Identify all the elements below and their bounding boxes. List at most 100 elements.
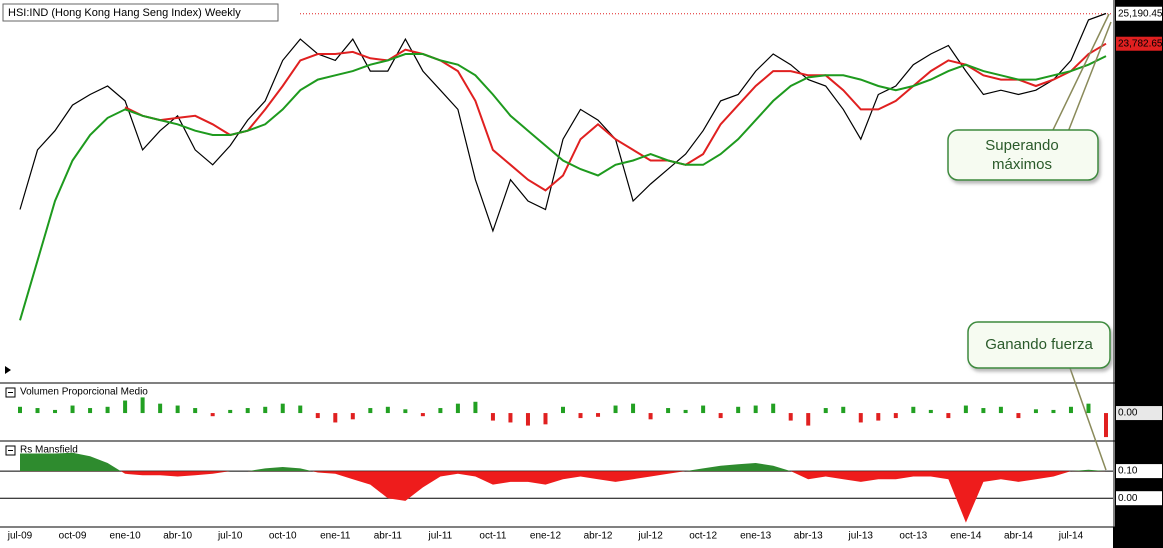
volume-bar bbox=[596, 413, 601, 417]
pane-title: Rs Mansfield bbox=[20, 445, 78, 456]
volume-bar bbox=[88, 408, 93, 414]
x-tick-label: jul-11 bbox=[428, 531, 453, 542]
volume-bar bbox=[823, 408, 828, 414]
volume-bar bbox=[963, 405, 968, 414]
volume-bar bbox=[385, 406, 390, 414]
volume-bar bbox=[1016, 413, 1021, 419]
volume-bar bbox=[490, 413, 495, 421]
volume-bar bbox=[736, 406, 741, 414]
x-tick-label: ene-10 bbox=[110, 531, 142, 542]
y-tick-label: 25,190.45 bbox=[1118, 8, 1163, 19]
volume-bar bbox=[508, 413, 513, 423]
volume-bar bbox=[455, 403, 460, 414]
x-tick-label: jul-14 bbox=[1058, 531, 1084, 542]
volume-bar bbox=[981, 408, 986, 414]
volume-bar bbox=[298, 405, 303, 414]
volume-bar bbox=[210, 413, 215, 417]
volume-bar bbox=[368, 408, 373, 414]
x-tick-label: jul-12 bbox=[637, 531, 663, 542]
volume-bar bbox=[701, 405, 706, 414]
volume-bar bbox=[18, 406, 22, 414]
x-tick-label: oct-11 bbox=[479, 531, 506, 542]
scroll-icon[interactable] bbox=[5, 366, 11, 374]
x-tick-label: oct-10 bbox=[269, 531, 297, 542]
volume-bar bbox=[175, 405, 180, 414]
callout-text: Ganando fuerza bbox=[985, 336, 1093, 353]
price-line bbox=[19, 12, 1107, 233]
volume-bar bbox=[666, 408, 671, 414]
moving-average bbox=[124, 42, 1107, 192]
volume-bar bbox=[928, 409, 933, 414]
callout-arrow bbox=[1051, 13, 1110, 133]
volume-bar bbox=[140, 397, 145, 414]
volume-bar bbox=[543, 413, 548, 425]
x-tick-label: ene-14 bbox=[950, 531, 982, 542]
y-tick-label-box bbox=[1116, 464, 1162, 479]
volume-bar bbox=[876, 413, 881, 421]
y-tick-label-box bbox=[1116, 491, 1162, 506]
volume-bar bbox=[613, 405, 618, 414]
volume-bar bbox=[683, 409, 688, 414]
volume-bar bbox=[525, 413, 530, 426]
volume-bar bbox=[841, 406, 846, 414]
volume-bar bbox=[806, 413, 811, 426]
x-tick-label: ene-13 bbox=[740, 531, 772, 542]
volume-bar bbox=[998, 406, 1003, 414]
rs-area-negative bbox=[20, 471, 1106, 523]
callout-arrow bbox=[1067, 21, 1112, 133]
volume-bar bbox=[438, 408, 443, 414]
volume-bar bbox=[788, 413, 793, 421]
volume-bar bbox=[1033, 409, 1038, 414]
volume-bar bbox=[946, 413, 951, 419]
x-tick-label: abr-14 bbox=[1004, 531, 1033, 542]
y-tick-label: 23,782.65 bbox=[1118, 38, 1163, 49]
volume-bar bbox=[893, 413, 898, 419]
volume-bar bbox=[631, 403, 636, 414]
volume-bar bbox=[718, 413, 723, 419]
volume-bar bbox=[648, 413, 653, 420]
price-axis-panel bbox=[1115, 0, 1163, 548]
volume-bar bbox=[420, 413, 425, 417]
volume-bar bbox=[771, 403, 776, 414]
volume-bar bbox=[158, 403, 163, 414]
x-tick-label: abr-10 bbox=[163, 531, 192, 542]
volume-bar bbox=[1051, 409, 1056, 414]
chart-title: HSI:IND (Hong Kong Hang Seng Index) Week… bbox=[8, 7, 241, 19]
x-tick-label: oct-13 bbox=[899, 531, 927, 542]
x-tick-label: ene-11 bbox=[320, 531, 351, 542]
x-tick-label: jul-09 bbox=[7, 531, 33, 542]
y-tick-label-box bbox=[1116, 6, 1162, 21]
x-tick-label: abr-11 bbox=[374, 531, 403, 542]
volume-bar bbox=[123, 400, 128, 414]
x-tick-label: ene-12 bbox=[530, 531, 562, 542]
volume-bar bbox=[280, 403, 285, 414]
volume-bar bbox=[1104, 413, 1108, 438]
y-tick-label: 0.00 bbox=[1118, 493, 1138, 504]
x-tick-label: oct-09 bbox=[59, 531, 87, 542]
y-tick-label: 0.10 bbox=[1118, 466, 1138, 477]
volume-bar bbox=[403, 409, 408, 414]
callout-arrow bbox=[1069, 367, 1107, 471]
x-tick-label: abr-12 bbox=[584, 531, 613, 542]
y-tick-label-box bbox=[1116, 406, 1162, 421]
volume-bar bbox=[193, 408, 198, 414]
volume-bar bbox=[35, 408, 40, 414]
volume-bar bbox=[858, 413, 863, 423]
volume-bar bbox=[105, 406, 110, 414]
callout-text: máximos bbox=[992, 156, 1052, 173]
x-tick-label: oct-12 bbox=[689, 531, 717, 542]
volume-bar bbox=[561, 406, 565, 414]
volume-bar bbox=[578, 413, 583, 419]
volume-bar bbox=[1086, 403, 1091, 414]
volume-bar bbox=[333, 413, 338, 423]
plots: jul-09 oct-09 ene-10 abr-10 jul-10 oct-10 ene-… bbox=[0, 6, 1163, 542]
x-tick-label: abr-13 bbox=[794, 531, 823, 542]
corner-panel bbox=[1113, 527, 1163, 548]
x-tick-label: jul-13 bbox=[848, 531, 874, 542]
volume-bar bbox=[228, 409, 233, 414]
volume-bar bbox=[70, 405, 75, 414]
volume-bar bbox=[315, 413, 320, 419]
volume-bar bbox=[53, 409, 58, 414]
